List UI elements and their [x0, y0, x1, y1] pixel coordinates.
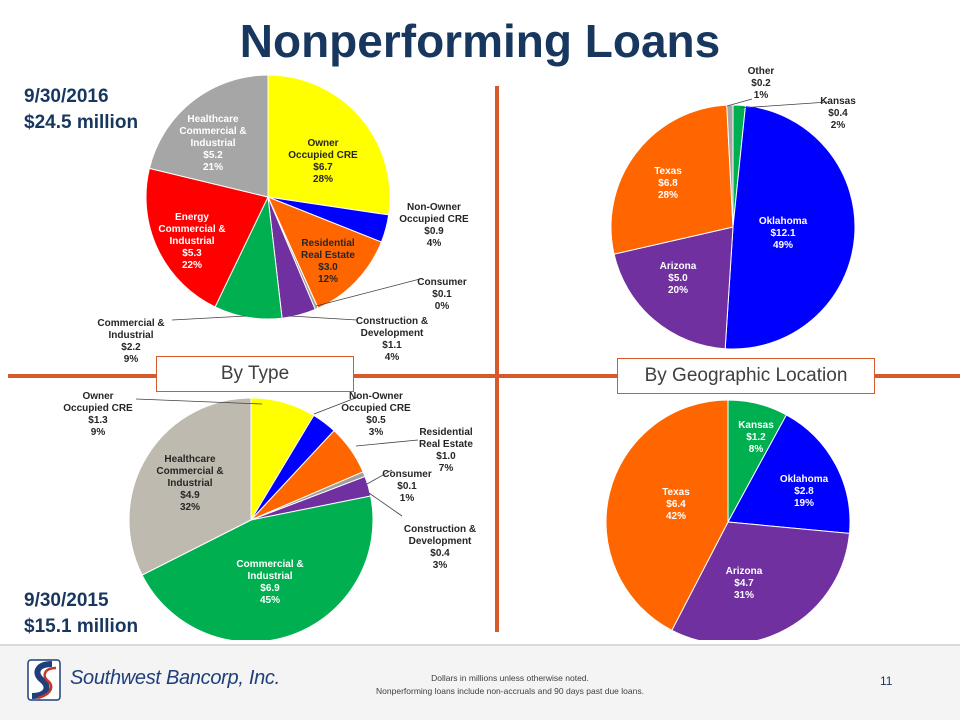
pie-slice-healthcare-commercial-industrial [128, 397, 252, 576]
slice-label-residential-real-estate: Residential Real Estate $3.0 12% [301, 238, 355, 285]
slice-label-oklahoma: Oklahoma $12.1 49% [759, 216, 808, 251]
leader-line [135, 398, 263, 405]
pie-slice-arizona [613, 226, 734, 350]
page-number: 11 [880, 674, 893, 688]
by-geo-label: By Geographic Location [617, 358, 875, 394]
leader-line [366, 469, 393, 485]
leader-line [368, 492, 403, 517]
slice-label-residential-real-estate: Residential Real Estate $1.0 7% [419, 427, 473, 474]
slice-label-consumer: Consumer $0.1 1% [382, 469, 432, 504]
date-2016: 9/30/2016 [24, 86, 109, 107]
leader-line [313, 396, 359, 415]
slice-label-owner-occupied-cre: Owner Occupied CRE $6.7 28% [288, 138, 358, 185]
leader-line [315, 278, 421, 307]
slice-label-owner-occupied-cre: Owner Occupied CRE $1.3 9% [63, 391, 133, 438]
pie-chart-type-2015: Owner Occupied CRE $1.3 9% Non-Owner Occupied… [63, 391, 476, 640]
slice-label-commercial-industrial: Commercial & Industrial $2.2 9% [97, 318, 164, 365]
slice-label-arizona: Arizona $5.0 20% [660, 261, 697, 296]
leader-line [355, 439, 419, 447]
footer-divider [0, 644, 960, 646]
total-2016: $24.5 million [24, 112, 139, 133]
leader-line [739, 101, 829, 109]
total-2015: $15.1 million [24, 616, 139, 637]
by-type-label: By Type [156, 356, 354, 392]
horizontal-divider [8, 374, 960, 378]
vertical-divider [495, 86, 499, 632]
slice-label-consumer: Consumer $0.1 0% [417, 277, 467, 312]
slice-label-energy-commercial-industrial: Energy Commercial & Industrial $5.3 22% [158, 212, 225, 271]
slice-label-kansas: Kansas $1.2 8% [738, 420, 774, 455]
pie-slice-oklahoma [724, 105, 856, 350]
date-block-2015: 9/30/2015 $15.1 million [24, 588, 138, 640]
leader-line [289, 315, 358, 321]
pie-slice-commercial-industrial [141, 495, 374, 640]
slice-label-oklahoma: Oklahoma $2.8 19% [780, 474, 829, 509]
pie-slice-texas [610, 104, 734, 255]
slice-label-texas: Texas $6.8 28% [654, 166, 682, 201]
slice-label-commercial-industrial: Commercial & Industrial $6.9 45% [236, 559, 303, 606]
pie-slice-healthcare-commercial-industrial [148, 74, 269, 198]
pie-slice-owner-occupied-cre [267, 74, 391, 216]
leader-line [726, 98, 753, 107]
date-block-2016: 9/30/2016 $24.5 million [24, 84, 138, 136]
page-title: Nonperforming Loans [239, 15, 721, 67]
slice-label-arizona: Arizona $4.7 31% [726, 566, 763, 601]
slice-label-non-owner-occupied-cre: Non-Owner Occupied CRE $0.5 3% [341, 391, 411, 438]
footer-note: Dollars in millions unless otherwise not… [300, 672, 720, 698]
pie-chart-type-2016: Owner Occupied CRE $6.7 28% Non-Owner Occupie… [97, 74, 469, 365]
company-name: Southwest Bancorp, Inc. [70, 667, 280, 689]
pie-slice-residential-real-estate [267, 196, 383, 309]
pie-slice-arizona [671, 521, 851, 640]
charts-canvas: Owner Occupied CRE $6.7 28% Non-Owner Occupie… [63, 66, 856, 640]
date-2015: 9/30/2015 [24, 590, 109, 611]
slice-label-texas: Texas $6.4 42% [662, 487, 690, 522]
slice-label-other: Other $0.2 1% [748, 66, 775, 101]
pie-slice-texas [605, 399, 729, 631]
footer-note-line-1: Dollars in millions unless otherwise not… [431, 673, 589, 683]
pie-chart-geo-2016: Kansas $0.4 2% Oklahoma $12.1 49% Arizona $5.0 2… [610, 66, 856, 350]
slice-label-kansas: Kansas $0.4 2% [820, 96, 856, 131]
pie-chart-geo-2015: Kansas $1.2 8%Oklahoma $2.8 19% Arizona $4.7 31… [605, 399, 851, 640]
slice-label-construction-development: Construction & Development $1.1 4% [356, 316, 428, 363]
slice-label-non-owner-occupied-cre: Non-Owner Occupied CRE $0.9 4% [399, 202, 469, 249]
footer-note-line-2: Nonperforming loans include non-accruals… [376, 686, 644, 696]
footer [0, 644, 960, 720]
pie-slice-energy-commercial-industrial [145, 167, 269, 308]
slice-label-construction-development: Construction & Development $0.4 3% [404, 524, 476, 571]
leader-line [171, 315, 247, 321]
slice-label-healthcare-commercial-industrial: Healthcare Commercial & Industrial $5.2 21% [179, 114, 246, 173]
company-logo-icon [27, 659, 61, 701]
slice-label-healthcare-commercial-industrial: Healthcare Commercial & Industrial $4.9 32% [156, 454, 223, 513]
pie-slice-oklahoma [727, 414, 851, 534]
